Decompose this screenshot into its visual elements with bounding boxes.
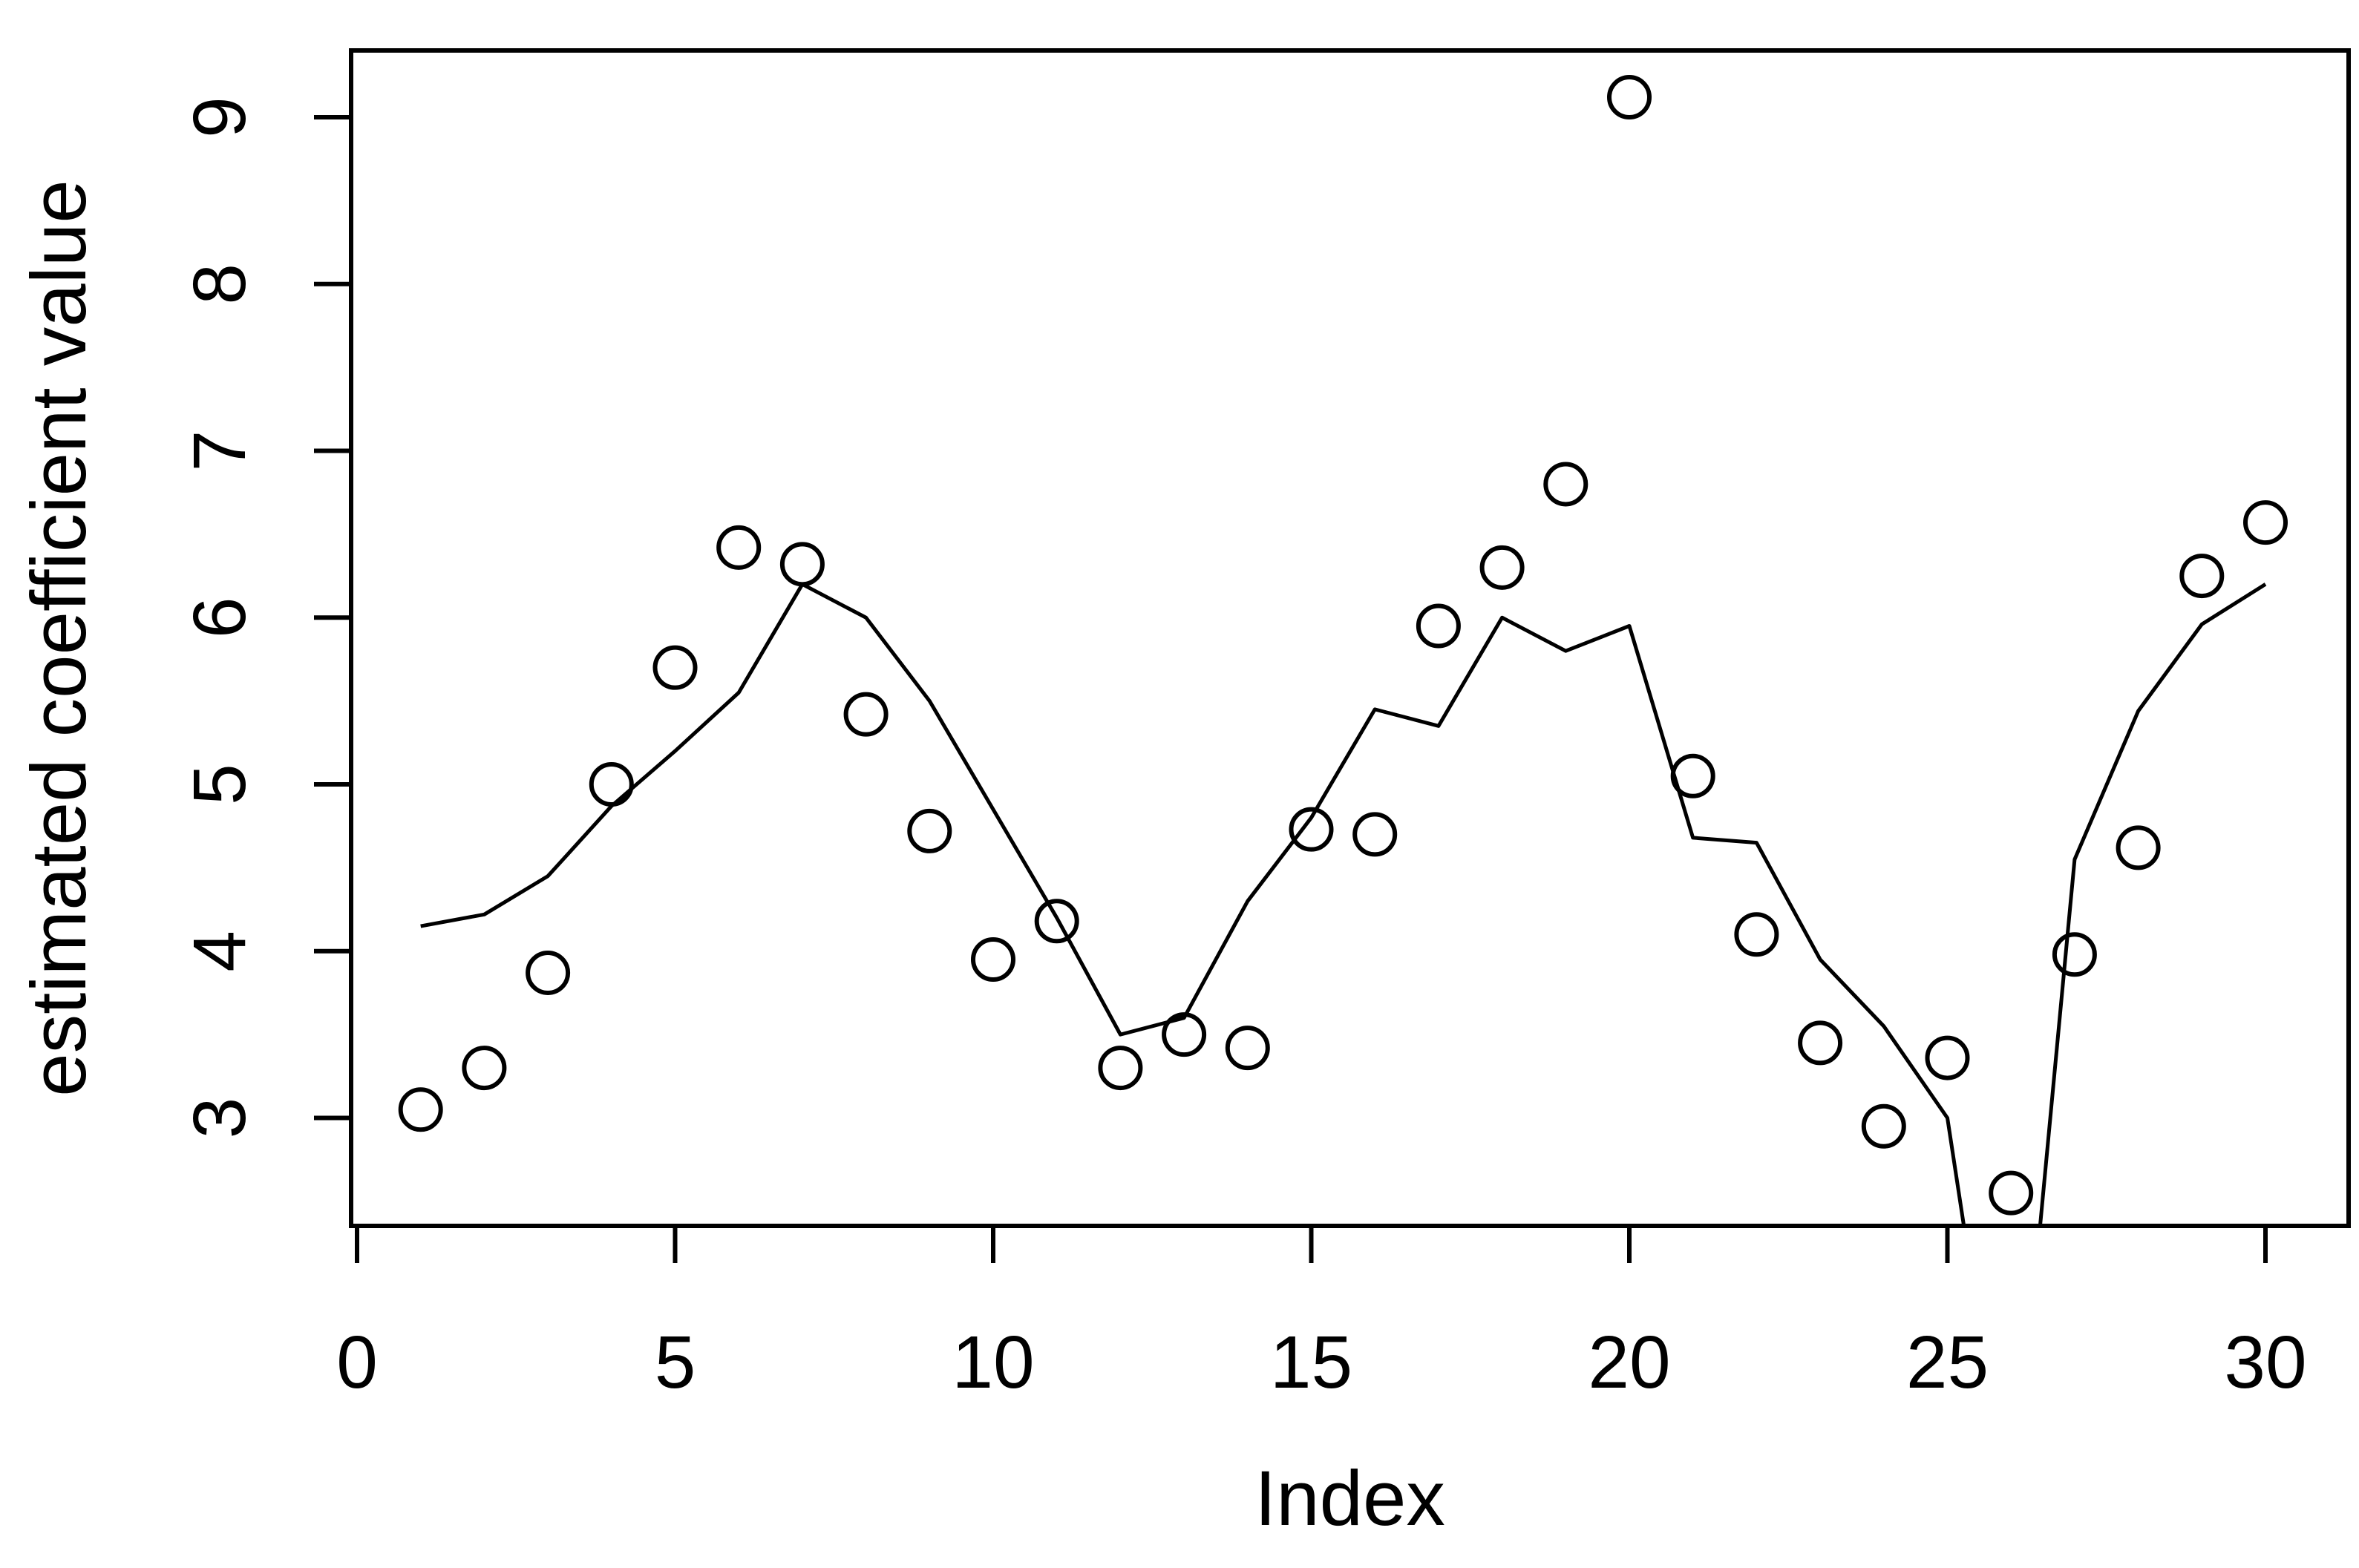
x-axis-tick-label: 20 — [1588, 1321, 1670, 1404]
data-point-circle — [462, 1046, 507, 1091]
x-axis-tick-label: 10 — [952, 1321, 1034, 1404]
data-point-circle — [971, 936, 1015, 982]
y-axis-title: estimated coefficient value — [16, 180, 102, 1096]
data-point-circle — [2052, 932, 2097, 977]
y-axis-tick-label: 6 — [178, 597, 261, 638]
data-point-circle — [526, 950, 571, 995]
plot-box-border — [349, 48, 2351, 1228]
y-axis-tick-label: 4 — [178, 931, 261, 972]
data-point-circle — [1989, 1170, 2034, 1216]
data-point-circle — [1798, 1020, 1843, 1066]
data-point-circle — [1098, 1046, 1143, 1091]
data-point-circle — [2116, 825, 2161, 870]
data-point-circle — [1034, 899, 1079, 944]
x-axis-title: Index — [1254, 1455, 1445, 1542]
data-point-circle — [1289, 807, 1334, 852]
x-axis-tick-label: 30 — [2224, 1321, 2306, 1404]
data-point-circle — [843, 692, 889, 737]
y-axis-tick-label: 8 — [178, 263, 261, 305]
y-axis-tick-label: 9 — [178, 96, 261, 138]
data-point-circle — [1861, 1103, 1906, 1149]
data-point-circle — [716, 525, 762, 570]
data-point-circle — [1734, 912, 1779, 957]
data-point-circle — [1416, 603, 1461, 649]
data-point-circle — [398, 1087, 443, 1132]
data-point-circle — [1352, 812, 1398, 857]
data-point-circle — [1543, 462, 1589, 507]
data-point-circle — [1925, 1035, 1970, 1080]
data-point-circle — [652, 645, 698, 690]
data-point-circle — [1670, 753, 1715, 798]
data-point-circle — [907, 808, 952, 853]
data-point-circle — [1225, 1026, 1270, 1071]
y-axis-tick-label: 5 — [178, 764, 261, 805]
x-axis-tick-label: 0 — [336, 1321, 378, 1404]
data-point-circle — [1162, 1012, 1207, 1057]
data-point-circle — [1479, 545, 1525, 590]
x-axis-tick-label: 15 — [1270, 1321, 1352, 1404]
data-point-circle — [779, 542, 825, 587]
data-point-circle — [2179, 554, 2225, 599]
x-axis-tick-label: 25 — [1906, 1321, 1989, 1404]
y-axis-tick-label: 3 — [178, 1098, 261, 1139]
data-point-circle — [1607, 75, 1652, 120]
fitted-line-series — [420, 582, 2267, 1226]
x-axis-tick-label: 5 — [655, 1321, 696, 1404]
data-point-circle — [589, 762, 634, 807]
y-axis-tick-label: 7 — [178, 430, 261, 472]
data-point-circle — [2243, 500, 2288, 545]
